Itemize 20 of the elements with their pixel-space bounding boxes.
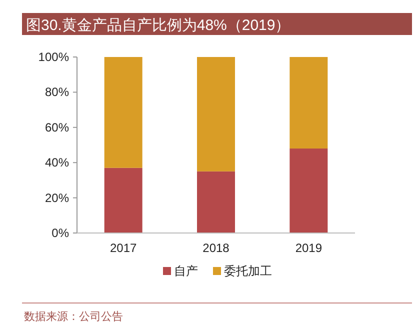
x-tick-label: 2018 <box>202 241 230 255</box>
bar <box>197 171 235 233</box>
y-tick-label: 100% <box>38 50 70 64</box>
y-tick-label: 40% <box>44 156 70 170</box>
y-tick-label: 80% <box>44 85 70 100</box>
bar <box>290 148 328 233</box>
source-note: 数据来源：公司公告 <box>24 310 123 323</box>
x-tick-label: 2017 <box>110 241 138 255</box>
legend-label: 委托加工 <box>224 264 272 278</box>
bar <box>104 57 142 168</box>
bar <box>197 57 235 172</box>
y-tick-label: 60% <box>44 120 70 134</box>
title-banner: 图30.黄金产品自产比例为48%（2019） <box>22 13 412 35</box>
chart-title: 图30.黄金产品自产比例为48%（2019） <box>26 17 290 34</box>
bar <box>104 168 142 233</box>
y-tick-label: 0% <box>52 226 70 240</box>
bar <box>290 57 328 149</box>
x-tick-label: 2019 <box>295 241 322 255</box>
y-tick-label: 20% <box>44 190 70 205</box>
legend-label: 自产 <box>174 264 198 278</box>
